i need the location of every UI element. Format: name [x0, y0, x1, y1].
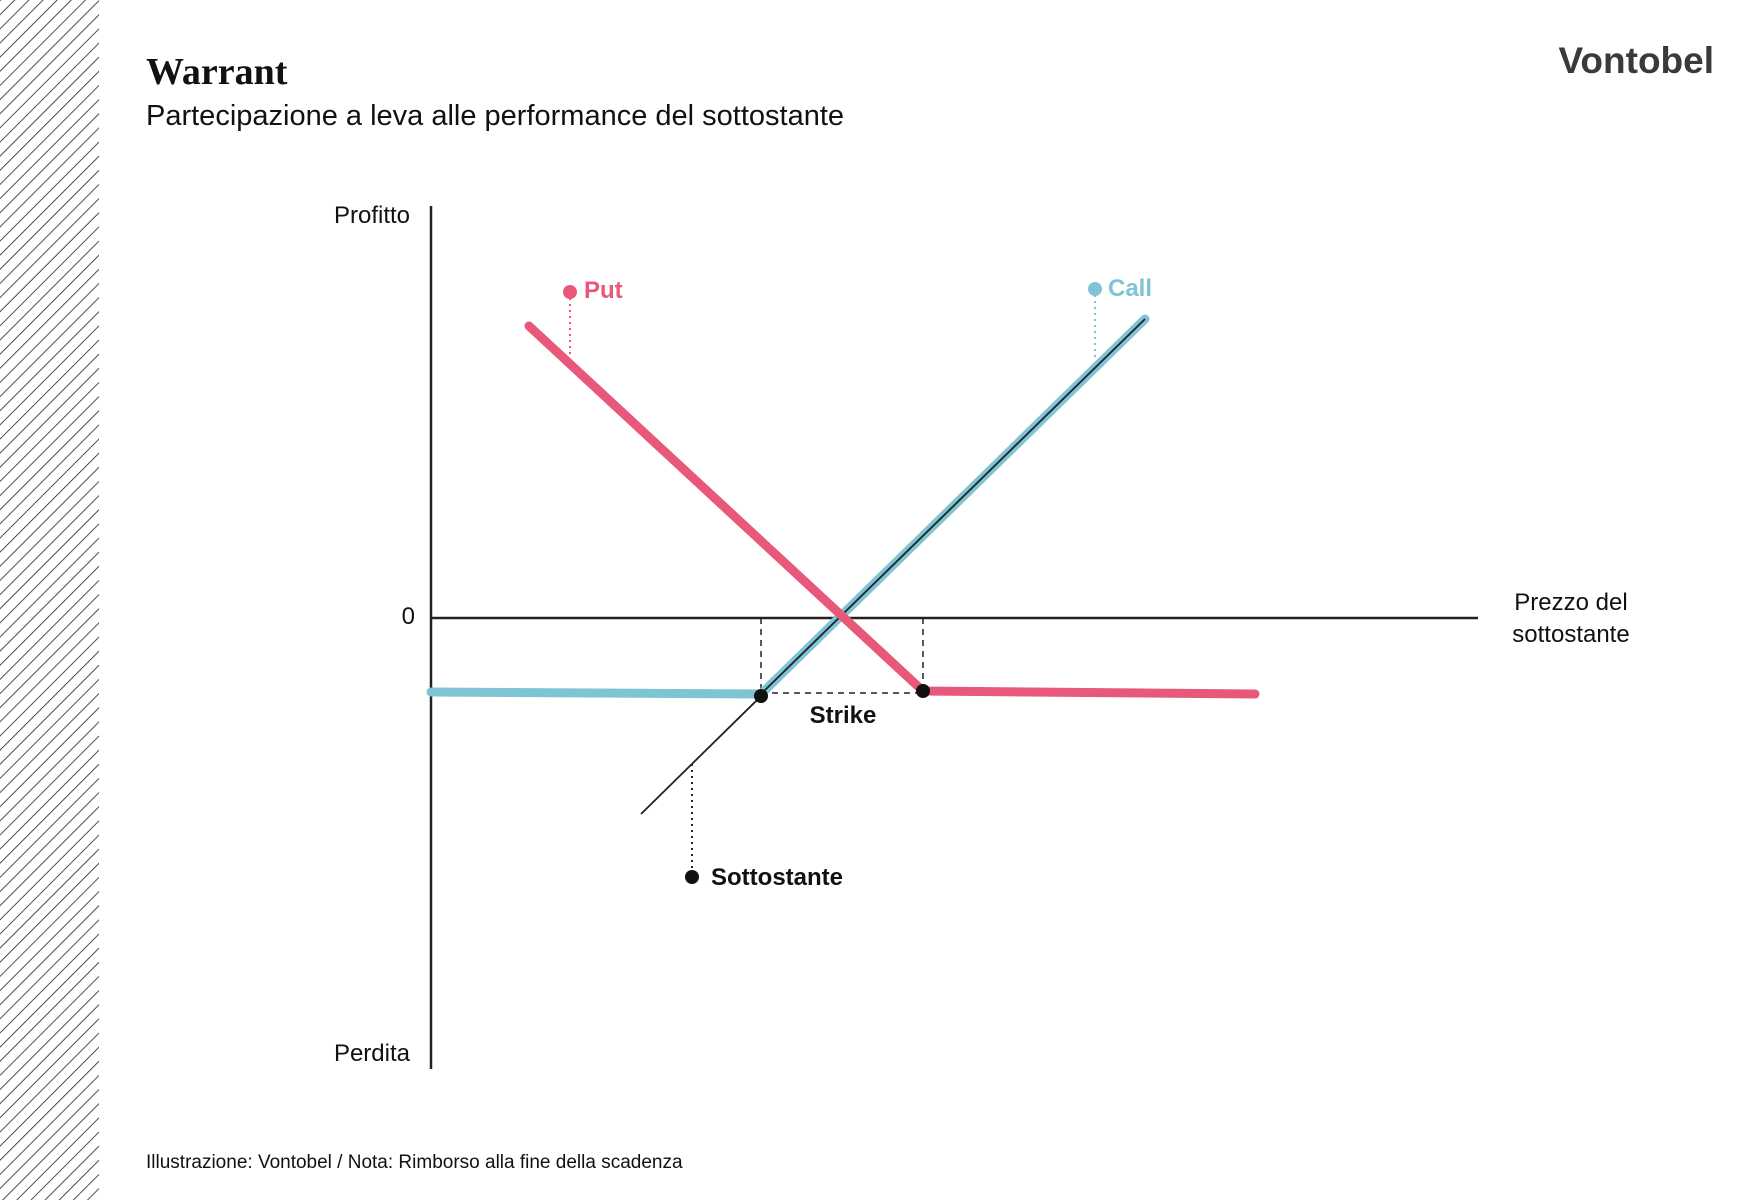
title: Warrant: [146, 51, 288, 93]
strike-dot: [916, 684, 930, 698]
y-axis-bottom-label: Perdita: [334, 1040, 411, 1067]
callout-dot: [1088, 282, 1102, 296]
put-label: Put: [584, 277, 623, 304]
put-line: [524, 321, 1260, 699]
underlying-line: [760, 318, 1146, 695]
logo: Vontobel: [1558, 40, 1714, 81]
x-axis-label: Prezzo del: [1514, 589, 1627, 616]
callout-dot: [563, 285, 577, 299]
x-axis-label: sottostante: [1512, 621, 1629, 648]
call-label: Call: [1108, 275, 1152, 302]
call-line: [426, 314, 1150, 699]
strike-label: Strike: [810, 702, 877, 729]
callout-dot: [685, 870, 699, 884]
subtitle: Partecipazione a leva alle performance d…: [146, 100, 844, 132]
strike-dot: [754, 689, 768, 703]
y-axis-top-label: Profitto: [334, 202, 410, 229]
footer: Illustrazione: Vontobel / Nota: Rimborso…: [146, 1152, 683, 1173]
underlying-label: Sottostante: [711, 864, 843, 891]
zero-label: 0: [402, 603, 415, 630]
hatched-strip: [0, 0, 99, 1200]
